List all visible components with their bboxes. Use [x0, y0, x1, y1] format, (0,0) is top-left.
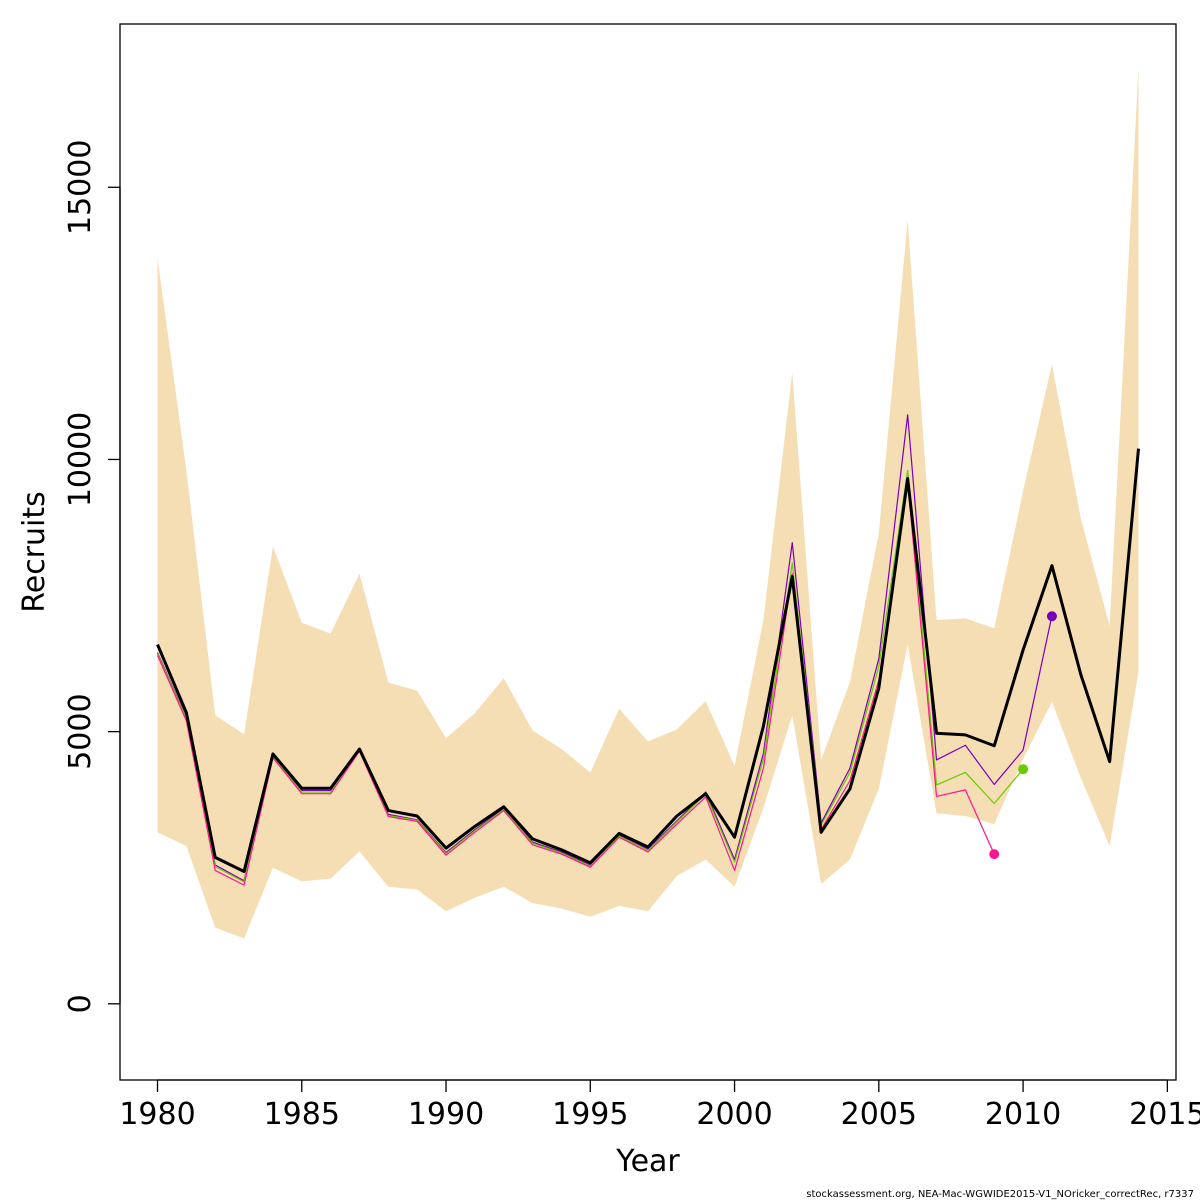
y-tick-label: 0	[63, 994, 98, 1013]
y-tick-label: 5000	[63, 693, 98, 769]
footer-credit: stockassessment.org, NEA-Mac-WGWIDE2015-…	[806, 1189, 1194, 1200]
y-tick-label: 15000	[63, 140, 98, 235]
x-tick-label: 2015	[1129, 1097, 1200, 1132]
x-tick-label: 1990	[408, 1097, 484, 1132]
x-tick-label: 1980	[119, 1097, 195, 1132]
x-tick-label: 1985	[264, 1097, 340, 1132]
y-tick-label: 10000	[63, 412, 98, 507]
confidence-band-layer	[157, 67, 1139, 939]
x-tick-label: 2000	[696, 1097, 772, 1132]
x-tick-label: 2005	[841, 1097, 917, 1132]
retro-end-point	[1046, 611, 1057, 622]
y-axis: 0 5000 10000 15000	[63, 140, 121, 1013]
retro-series-line	[156, 469, 1024, 883]
x-axis: 1980 1985 1990 1995 2000 2005 2010 2015	[119, 1079, 1200, 1132]
retro-series-line	[156, 480, 995, 886]
main-series-line	[156, 448, 1140, 874]
retro-end-point	[989, 849, 1000, 860]
x-tick-label: 2010	[985, 1097, 1061, 1132]
confidence-band	[157, 67, 1139, 939]
y-axis-title: Recruits	[17, 491, 52, 613]
series-layer	[156, 414, 1140, 886]
x-tick-label: 1995	[552, 1097, 628, 1132]
x-axis-title: Year	[615, 1144, 680, 1179]
retro-end-point	[1018, 764, 1029, 775]
end-point-layer	[989, 611, 1057, 860]
